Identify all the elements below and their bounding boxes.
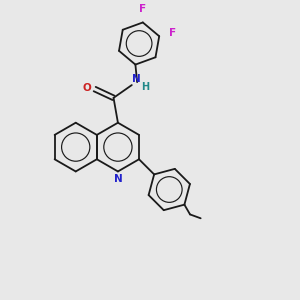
- Text: N: N: [132, 74, 141, 85]
- Text: F: F: [139, 4, 146, 14]
- Text: N: N: [114, 174, 123, 184]
- Text: F: F: [169, 28, 176, 38]
- Text: H: H: [141, 82, 149, 92]
- Text: O: O: [82, 83, 91, 93]
